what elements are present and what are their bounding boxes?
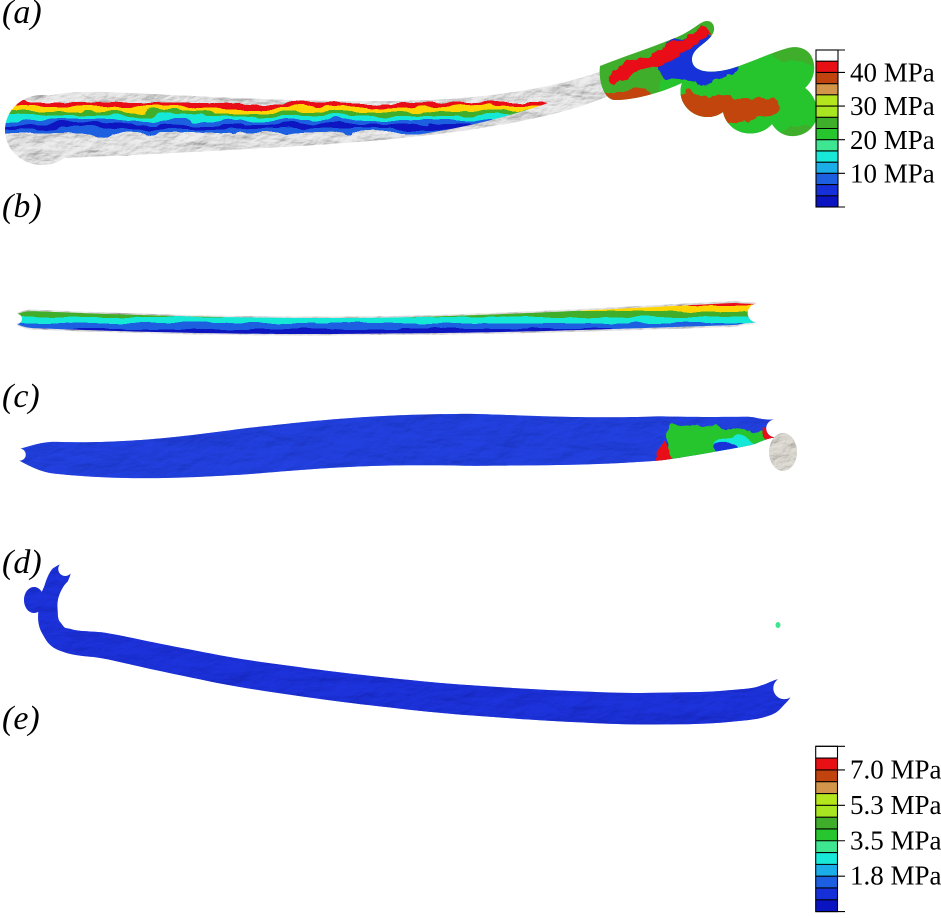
svg-text:1.8 MPa: 1.8 MPa bbox=[850, 861, 941, 891]
svg-text:7.0 MPa: 7.0 MPa bbox=[850, 755, 941, 785]
svg-text:3.5 MPa: 3.5 MPa bbox=[850, 825, 941, 855]
svg-text:5.3 MPa: 5.3 MPa bbox=[850, 790, 941, 820]
